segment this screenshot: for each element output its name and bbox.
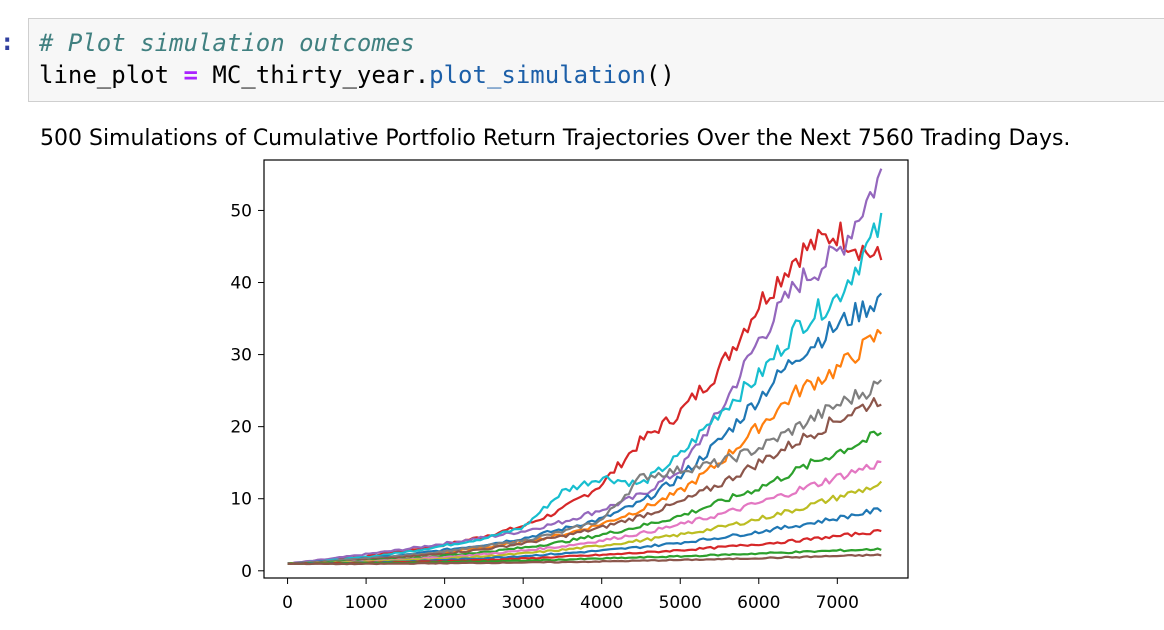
series-lines [287, 168, 883, 566]
code-line-comment: # Plot simulation outcomes [39, 29, 415, 57]
x-tick-label: 2000 [423, 593, 466, 613]
simulation-line [287, 292, 883, 565]
simulation-line [287, 553, 882, 566]
y-tick-label: 30 [230, 346, 252, 366]
simulation-line [287, 168, 883, 565]
code-cell-input[interactable]: # Plot simulation outcomes line_plot = M… [28, 18, 1164, 102]
simulation-line [287, 397, 882, 565]
code-parens: () [645, 61, 675, 89]
y-tick-label: 0 [241, 562, 252, 582]
code-variable: line_plot [39, 61, 170, 89]
plot-frame [263, 159, 909, 579]
axis-ticks: 0 1000 2000 3000 4000 5000 6000 7000 0 10 20 30 40 50 [230, 201, 859, 613]
x-tick-label: 0 [282, 593, 293, 613]
x-tick-label: 4000 [580, 593, 623, 613]
code-method: plot_simulation [429, 61, 646, 89]
y-tick-label: 50 [230, 201, 252, 221]
cell-prompt: : [0, 28, 15, 56]
code-object: MC_thirty_year. [212, 61, 430, 89]
simulation-line [287, 212, 883, 565]
code-operator: = [183, 61, 198, 89]
code-comment: # Plot simulation outcomes [39, 29, 415, 57]
y-tick-label: 10 [230, 490, 252, 510]
chart-title: 500 Simulations of Cumulative Portfolio … [40, 126, 1071, 151]
code-line-statement: line_plot = MC_thirty_year.plot_simulati… [39, 61, 675, 89]
x-tick-label: 1000 [344, 593, 387, 613]
y-tick-label: 20 [230, 418, 252, 438]
x-tick-label: 3000 [502, 593, 545, 613]
x-tick-label: 6000 [737, 593, 780, 613]
x-tick-label: 5000 [659, 593, 702, 613]
y-tick-label: 40 [230, 274, 252, 294]
x-tick-label: 7000 [816, 593, 859, 613]
